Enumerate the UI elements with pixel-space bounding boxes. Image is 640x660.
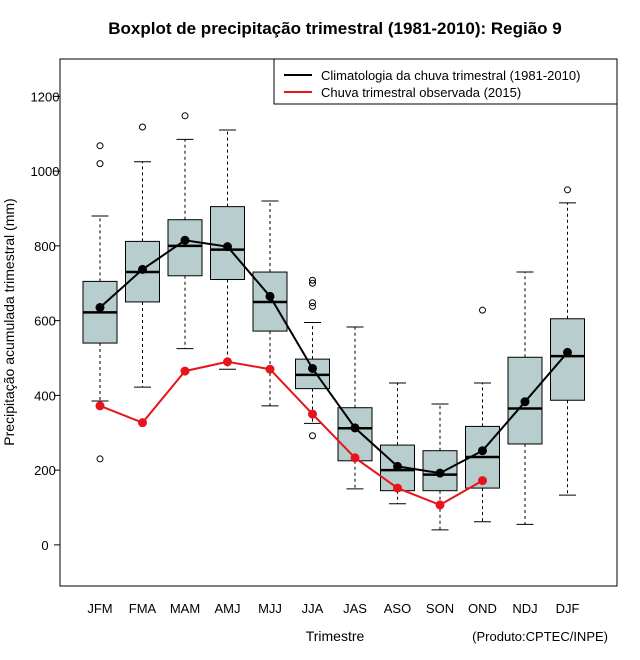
outlier-point [309,302,316,310]
series-line [99,239,569,475]
series-point [435,500,445,510]
outlier-point [479,306,486,314]
x-tick-label: ASO [384,601,411,616]
series-point [308,409,317,419]
series-point [478,476,487,486]
outlier-point [181,112,189,120]
y-tick-label: 1200 [31,89,60,104]
legend-label: Chuva trimestral observada (2015) [321,85,521,100]
y-tick-label: 0 [41,538,48,553]
y-tick-label: 200 [34,463,56,478]
series-point [138,418,147,428]
y-tick-label: 600 [34,314,56,329]
series-point [350,453,360,463]
x-tick-label: NDJ [512,601,537,616]
x-tick-label: MJJ [258,601,282,616]
box-NDJ [507,271,543,525]
series-point [393,461,402,471]
series-point [95,401,105,411]
outlier-point [309,279,316,287]
plot-area: 0 200 400 600 800 1000 1200 JFM FMA MAM AMJ MJJ JJA J… [31,58,618,616]
series-point [393,483,402,493]
series-point [563,347,572,357]
series-point [265,364,275,374]
outlier-point [96,160,104,168]
box-JFM [82,142,118,463]
x-tick-label: SON [426,601,454,616]
outlier-point [139,123,146,131]
x-tick-label: OND [468,601,497,616]
credit-text: (Produto:CPTEC/INPE) [472,629,608,644]
series-point [180,235,190,245]
x-tick-label: MAM [170,601,200,616]
climatology-series [95,235,572,478]
series-point [350,423,360,433]
y-tick-label: 1000 [31,164,60,179]
series-point [95,303,105,313]
outlier-point [564,186,571,194]
observed-series [95,357,487,510]
y-tick-label: 800 [34,239,56,254]
x-tick-label: DJF [556,601,580,616]
box-DJF [550,186,585,496]
box-iqr [337,407,373,462]
x-tick-label: AMJ [215,601,241,616]
legend-label: Climatologia da chuva trimestral (1981-2… [321,68,580,83]
y-tick-label: 400 [34,388,56,403]
series-point [478,446,487,456]
series-point [180,366,190,376]
series-line [99,360,483,507]
series-point [520,397,530,407]
outlier-point [96,455,104,463]
outlier-point [309,276,316,284]
x-tick-label: JJA [302,601,324,616]
legend-box [273,58,618,105]
legend: Climatologia da chuva trimestral (1981-2… [273,58,618,105]
box-JAS [337,326,373,490]
outlier-point [309,299,316,307]
series-point [435,468,445,478]
x-tick-label: FMA [129,601,157,616]
series-point [308,363,317,373]
series-point [223,357,232,367]
y-axis-label: Precipitação acumulada trimestral (mm) [1,198,17,445]
box-iqr [550,318,585,401]
x-axis-label: Trimestre [306,628,365,644]
series-point [138,264,147,274]
x-tick-label: JAS [343,601,367,616]
outlier-point [309,432,316,440]
chart-title: Boxplot de precipitação trimestral (1981… [108,19,562,38]
outlier-point [96,142,104,150]
x-tick-label: JFM [87,601,112,616]
series-point [265,291,275,301]
series-point [223,242,232,252]
